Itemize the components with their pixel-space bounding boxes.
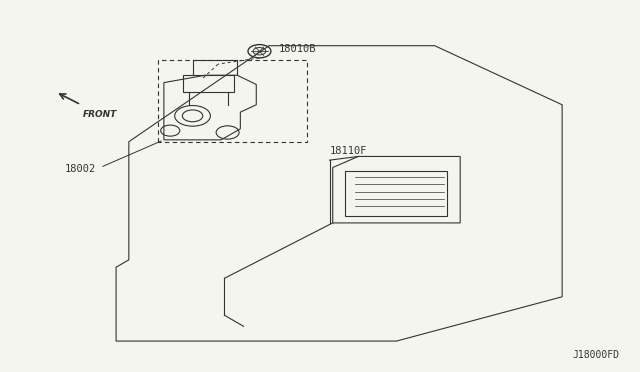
Text: 18002: 18002 [65,164,97,174]
Text: J18000FD: J18000FD [573,350,620,359]
Text: 18110F: 18110F [330,146,367,156]
Text: 18010B: 18010B [278,44,316,54]
Text: FRONT: FRONT [83,110,117,119]
